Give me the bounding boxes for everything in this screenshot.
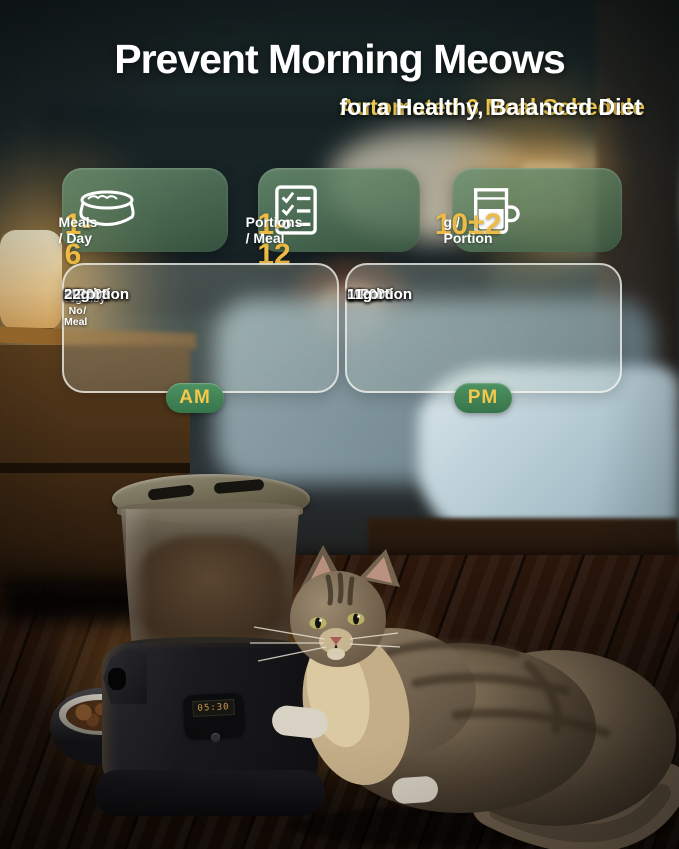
meal-portion: 2 Portion [64,285,130,303]
bedside-lamp [0,230,62,330]
meal-portion: 3 Portion [64,285,130,303]
meal-grams: 22g [64,285,90,303]
feature-value: 1-6 [64,208,92,271]
table-row: Meal 1 03:30 0 Portion Standby / 0g No M… [64,285,130,329]
meal-name: Meal 6 [347,285,393,303]
meal-time: 10:00 [64,285,103,303]
am-schedule-table: Meal 1 03:30 0 Portion Standby / 0g No M… [62,263,339,393]
cat-illustration [250,545,679,849]
feeder-lcd-display: 05:30 [192,698,235,718]
meal-grams: 11g [347,285,373,303]
meal-time: 02:00 [347,285,386,303]
feeder-button [210,732,220,743]
meal-time: 10:00 [347,285,386,303]
pm-schedule-table: Meal 4 02:00 3 Portion 34g Meal 5 06:00 … [345,263,622,393]
feeder-hopper [120,509,300,645]
food-in-hopper [137,536,283,640]
meal-time: 06:00 [347,285,386,303]
top-shade-overlay [0,0,679,165]
meal-name: Meal 4 [347,285,393,303]
meal-time: 03:30 [64,285,103,303]
feature-value: 10±2 [434,208,502,241]
feature-label: Meals / Day [58,214,98,246]
am-badge: AM [166,383,224,413]
subtitle-rest: for a Healthy, Balanced Diet [339,94,643,120]
table-row: Meal 2 06:30 3 Portion 34g [64,278,305,310]
table-row: Meal 6 10:00 1 Portion 11g [347,278,588,310]
meal-name: Meal 2 [64,285,110,303]
meal-portion: 1 Portion [347,285,413,303]
table-row: Meal 5 06:00 1 Portion 11g [347,278,588,310]
meal-portion: 0 Portion [64,285,130,303]
feeder-base-skirt [95,770,325,816]
meal-portion: 3 Portion [347,285,413,303]
meal-name: Meal 1 [64,285,110,303]
meal-name: Meal 3 [64,285,110,303]
feature-label: g / Portion [443,214,493,246]
feature-pill-portions-per-meal: 1-12 Portions / Meal [246,168,420,270]
feeder-buttons [185,731,245,743]
table-row: Meal 3 10:00 2 Portion 22g [64,278,305,310]
hopper-sheen [126,509,150,645]
meal-time: 06:30 [64,285,103,303]
page-title: Prevent Morning Meows [114,36,566,82]
feature-pill-meals-per-day: 1-6 Meals / Day [58,168,228,270]
meal-name: Meal 5 [347,285,393,303]
meal-portion: 1 Portion [347,285,413,303]
meal-grams: 34g [64,285,90,303]
feeder-control-panel: 05:30 [182,692,246,743]
meal-grams: 11g [347,285,373,303]
table-row: Meal 4 02:00 3 Portion 34g [347,278,588,310]
nightstand-drawer-gap [0,463,190,473]
subtitle-highlight: Automated 6 Meal Schedule [339,94,645,120]
pm-badge: PM [454,383,512,413]
feature-pill-grams-per-portion: 10±2 g / Portion [435,168,622,252]
feature-label: Portions / Meal [245,214,303,246]
meal-grams: 34g [347,285,373,303]
food-chute-opening [108,668,126,690]
